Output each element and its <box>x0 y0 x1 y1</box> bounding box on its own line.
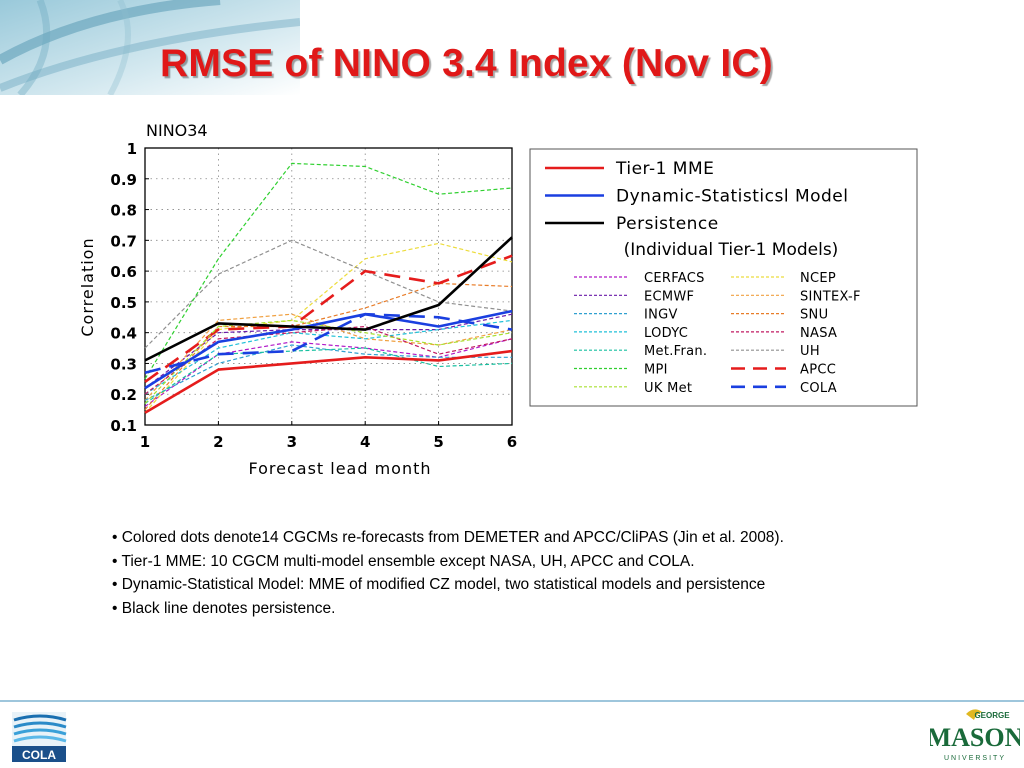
series-line-mpi <box>144 162 513 380</box>
series-line-met-fran- <box>144 347 513 404</box>
legend-label: Persistence <box>616 214 719 234</box>
legend-label: NCEP <box>800 271 836 286</box>
y-tick-label: 0.8 <box>110 202 137 220</box>
y-axis-label: Correlation <box>78 237 97 336</box>
bullet-item: • Dynamic-Statistical Model: MME of modi… <box>112 576 766 593</box>
legend-label: Dynamic-Statisticsl Model <box>616 187 849 207</box>
gmu-logo-main: MASON <box>930 723 1020 752</box>
y-tick-label: 1 <box>127 140 137 158</box>
series-line-apcc <box>144 254 513 383</box>
x-tick-label: 1 <box>140 433 150 451</box>
y-tick-label: 0.2 <box>110 386 137 404</box>
legend-label: COLA <box>800 381 837 396</box>
series-lines <box>144 162 513 414</box>
series-line-persistence <box>144 236 513 362</box>
series-line-dynamic-statisticsl-model <box>144 309 513 390</box>
x-tick-label: 6 <box>507 433 517 451</box>
gmu-logo-top: GEORGE <box>974 711 1010 720</box>
y-tick-label: 0.6 <box>110 263 137 281</box>
cola-logo-text: COLA <box>22 748 56 762</box>
x-tick-label: 3 <box>287 433 297 451</box>
legend-label: Tier-1 MME <box>615 159 714 179</box>
globe-decoration <box>0 0 300 95</box>
legend-label: UK Met <box>644 381 692 396</box>
y-tick-label: 0.9 <box>110 171 137 189</box>
legend-label: CERFACS <box>644 271 705 286</box>
legend-label: INGV <box>644 308 678 323</box>
x-tick-label: 5 <box>433 433 443 451</box>
cola-logo: COLA <box>12 712 67 762</box>
series-line-ingv <box>144 344 512 401</box>
legend-label: NASA <box>800 326 837 341</box>
legend-group-heading: (Individual Tier-1 Models) <box>624 240 839 260</box>
x-tick-label: 4 <box>360 433 370 451</box>
bullet-item: • Colored dots denote14 CGCMs re-forecas… <box>112 529 784 546</box>
legend-label: APCC <box>800 363 836 378</box>
x-axis-label: Forecast lead month <box>248 459 431 478</box>
legend: Tier-1 MME Dynamic-Statisticsl Model Persi… <box>545 159 861 396</box>
y-tick-label: 0.3 <box>110 355 137 373</box>
series-line-tier-1-mme <box>144 349 513 414</box>
series-line-nasa <box>144 325 513 395</box>
bullet-item: • Black line denotes persistence. <box>112 599 336 617</box>
footer-divider <box>0 700 1024 702</box>
legend-label: MPI <box>644 363 668 378</box>
series-line-ecmwf <box>144 313 513 389</box>
series-line-uk-met <box>144 319 513 404</box>
legend-label: LODYC <box>644 326 688 341</box>
bullet-list: • Colored dots denote14 CGCMs re-forecas… <box>112 526 1012 620</box>
series-line-lodyc <box>144 319 513 395</box>
bullet-item: • Tier-1 MME: 10 CGCM multi-model ensemb… <box>112 552 695 570</box>
correlation-line-chart: 0.1 0.2 0.3 0.4 0.5 0.6 0.7 0.8 0.9 1 1 2 3 4 5 6 NINO3… <box>78 121 918 478</box>
x-tick-label: 2 <box>213 433 223 451</box>
tick-labels: 0.1 0.2 0.3 0.4 0.5 0.6 0.7 0.8 0.9 1 1 2 3 4 5 6 <box>110 140 517 451</box>
series-line-uh <box>144 239 513 349</box>
y-tick-label: 0.5 <box>110 294 137 312</box>
y-tick-label: 0.7 <box>110 232 137 250</box>
y-tick-label: 0.4 <box>110 325 137 343</box>
legend-label: SINTEX-F <box>800 289 861 304</box>
slide-title: RMSE of NINO 3.4 Index (Nov IC) <box>160 42 773 85</box>
legend-label: UH <box>800 344 820 359</box>
legend-label: Met.Fran. <box>644 344 707 359</box>
legend-label: ECMWF <box>644 289 694 304</box>
chart-title: NINO34 <box>146 121 208 140</box>
series-line-snu <box>144 282 513 410</box>
gmu-logo-bottom: UNIVERSITY <box>944 755 1006 762</box>
series-line-cola <box>144 312 513 374</box>
y-tick-label: 0.1 <box>110 417 137 435</box>
series-line-ncep <box>144 242 513 414</box>
george-mason-logo: GEORGE MASON UNIVERSITY <box>930 709 1020 762</box>
legend-label: SNU <box>800 308 828 323</box>
